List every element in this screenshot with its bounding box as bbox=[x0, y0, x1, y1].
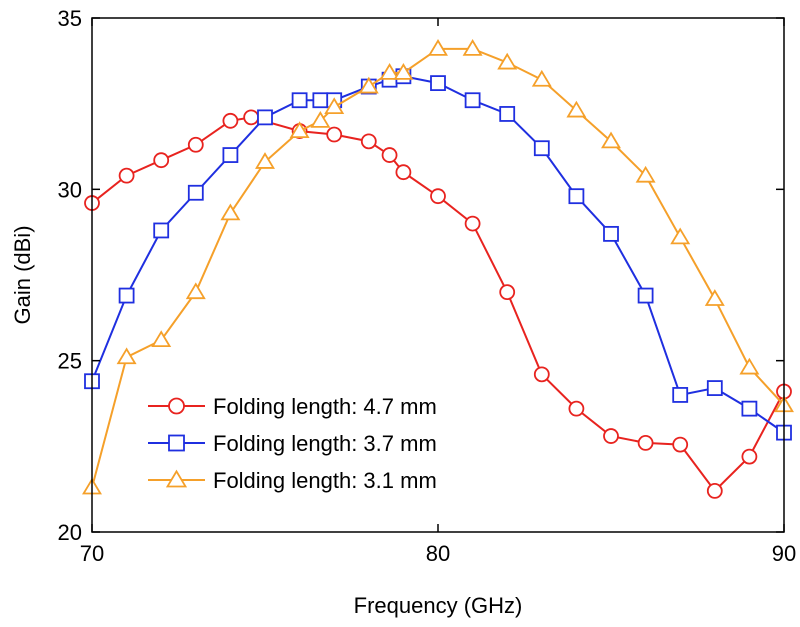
x-tick-label: 80 bbox=[426, 541, 450, 566]
data-point-circle-marker bbox=[464, 215, 481, 232]
x-axis-label: Frequency (GHz) bbox=[354, 593, 523, 618]
data-point-triangle-marker bbox=[324, 97, 345, 115]
data-point-triangle-marker bbox=[310, 110, 331, 128]
series-layer bbox=[82, 39, 794, 499]
data-point-square-marker bbox=[672, 387, 689, 403]
series-2 bbox=[84, 68, 792, 441]
data-point-square-marker bbox=[153, 222, 170, 239]
data-point-square-marker bbox=[568, 188, 585, 205]
data-point-circle-marker bbox=[118, 167, 135, 184]
data-point-square-marker bbox=[430, 75, 446, 92]
data-point-square-marker bbox=[741, 400, 758, 417]
legend-label: Folding length: 4.7 mm bbox=[213, 394, 437, 419]
data-point-square-marker bbox=[706, 380, 723, 396]
y-tick-label: 25 bbox=[58, 349, 82, 374]
data-point-triangle-marker bbox=[497, 52, 518, 70]
legend-triangle-marker bbox=[165, 469, 188, 488]
data-point-triangle-marker bbox=[185, 282, 206, 300]
data-point-triangle-marker bbox=[116, 347, 137, 365]
series-line-2 bbox=[91, 75, 785, 434]
data-point-square-marker bbox=[257, 109, 273, 126]
legend-circle-marker bbox=[168, 397, 185, 415]
data-point-square-marker bbox=[637, 287, 654, 304]
data-point-square-marker bbox=[222, 147, 239, 163]
series-1 bbox=[84, 109, 792, 499]
series-line-1 bbox=[91, 116, 785, 493]
data-point-triangle-marker bbox=[358, 76, 379, 94]
data-point-circle-marker bbox=[395, 164, 412, 181]
data-point-square-marker bbox=[312, 92, 329, 109]
data-point-triangle-marker bbox=[393, 63, 414, 80]
data-point-triangle-marker bbox=[670, 227, 691, 245]
legend-item-1: Folding length: 4.7 mm bbox=[148, 394, 437, 419]
data-point-triangle-marker bbox=[566, 100, 587, 118]
legend-item-2: Folding length: 3.7 mm bbox=[148, 431, 437, 456]
y-tick-label: 20 bbox=[58, 520, 82, 545]
data-point-circle-marker bbox=[741, 448, 758, 465]
data-point-square-marker bbox=[291, 92, 308, 109]
legend-label: Folding length: 3.7 mm bbox=[213, 431, 437, 456]
data-point-triangle-marker bbox=[739, 357, 760, 375]
y-tick-label: 30 bbox=[58, 177, 82, 202]
legend-item-3: Folding length: 3.1 mm bbox=[148, 468, 437, 493]
legend-square-marker bbox=[168, 434, 185, 452]
data-point-triangle-marker bbox=[379, 63, 400, 80]
data-point-triangle-marker bbox=[151, 330, 172, 348]
data-point-circle-marker bbox=[430, 188, 446, 205]
data-point-circle-marker bbox=[360, 133, 377, 150]
data-point-triangle-marker bbox=[462, 39, 483, 56]
data-point-square-marker bbox=[533, 140, 550, 157]
legend-label: Folding length: 3.1 mm bbox=[213, 468, 437, 493]
data-point-triangle-marker bbox=[255, 152, 275, 169]
series-line-3 bbox=[91, 47, 785, 488]
y-tick-label: 35 bbox=[58, 6, 82, 31]
data-point-square-marker bbox=[603, 225, 619, 242]
data-point-circle-marker bbox=[326, 126, 343, 143]
data-point-triangle-marker bbox=[601, 131, 621, 149]
data-point-circle-marker bbox=[222, 112, 239, 129]
data-point-square-marker bbox=[499, 106, 516, 122]
data-point-circle-marker bbox=[243, 109, 260, 126]
data-point-square-marker bbox=[464, 92, 481, 109]
data-point-square-marker bbox=[187, 184, 204, 201]
data-point-circle-marker bbox=[637, 435, 654, 451]
data-point-circle-marker bbox=[153, 152, 170, 169]
legend: Folding length: 4.7 mm Folding length: 3.… bbox=[148, 394, 437, 493]
data-point-circle-marker bbox=[568, 400, 585, 417]
data-point-triangle-marker bbox=[531, 69, 552, 87]
x-tick-label: 90 bbox=[772, 541, 796, 566]
data-point-circle-marker bbox=[603, 428, 619, 444]
data-point-square-marker bbox=[118, 287, 135, 304]
y-axis-label: Gain (dBi) bbox=[10, 225, 35, 324]
series-3 bbox=[82, 39, 794, 495]
data-point-triangle-marker bbox=[704, 289, 725, 306]
data-point-triangle-marker bbox=[220, 203, 241, 221]
data-point-circle-marker bbox=[533, 366, 550, 383]
ticks-layer: 70 80 90 20 25 30 35 bbox=[58, 6, 797, 566]
data-point-circle-marker bbox=[187, 136, 204, 153]
data-point-circle-marker bbox=[381, 147, 398, 163]
x-tick-label: 70 bbox=[80, 541, 104, 566]
data-point-triangle-marker bbox=[289, 121, 310, 139]
data-point-circle-marker bbox=[499, 284, 516, 301]
data-point-triangle-marker bbox=[635, 165, 656, 183]
plot-frame bbox=[91, 17, 785, 533]
data-point-circle-marker bbox=[672, 436, 689, 453]
data-point-triangle-marker bbox=[428, 39, 448, 56]
data-point-circle-marker bbox=[706, 482, 723, 499]
